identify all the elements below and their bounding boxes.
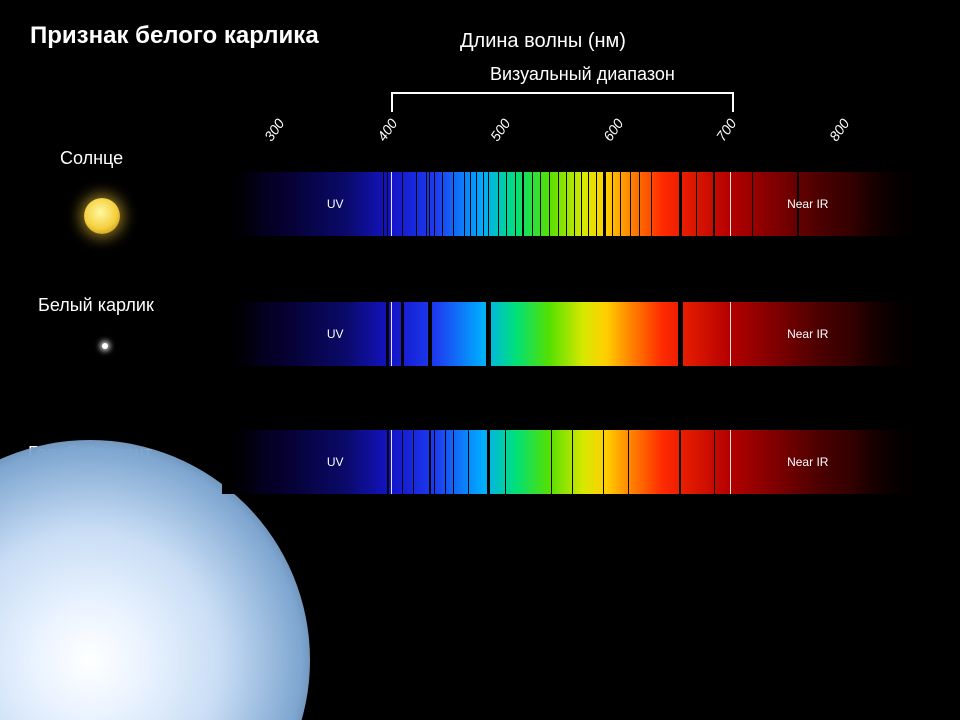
absorption-line (506, 172, 507, 236)
stage: Признак белого карлика Длина волны (нм) … (0, 0, 960, 720)
visual-range-label: Визуальный диапазон (490, 64, 675, 85)
absorption-line (429, 430, 431, 494)
tick-300: 300 (261, 116, 288, 144)
absorption-line (486, 302, 491, 366)
absorption-line (540, 172, 541, 236)
absorption-line (426, 172, 427, 236)
fade-left (222, 172, 262, 236)
absorption-line (402, 430, 403, 494)
absorption-line (574, 172, 575, 236)
absorption-line (551, 430, 552, 494)
separator-line (730, 172, 731, 236)
spectrum-sun: UV Near IR (222, 172, 922, 236)
absorption-line (483, 172, 484, 236)
spectrum-blue_giant: UV Near IR (222, 430, 922, 494)
absorption-line (505, 430, 506, 494)
near-ir-label: Near IR (787, 327, 828, 341)
absorption-line (445, 430, 446, 494)
title-main: Признак белого карлика (30, 22, 319, 50)
absorption-line (532, 172, 533, 236)
absorption-line (387, 172, 388, 236)
absorption-line (416, 172, 417, 236)
near-ir-label: Near IR (787, 455, 828, 469)
absorption-line (596, 172, 597, 236)
absorption-line (464, 172, 465, 236)
absorption-line (558, 172, 559, 236)
absorption-line (603, 430, 604, 494)
fade-left (222, 302, 262, 366)
absorption-line (628, 430, 629, 494)
sun-star (84, 198, 120, 234)
uv-label: UV (327, 197, 344, 211)
absorption-line (651, 172, 652, 236)
wavelength-title: Длина волны (нм) (460, 30, 626, 53)
absorption-line (679, 172, 682, 236)
absorption-line (752, 172, 753, 236)
fade-right (852, 430, 922, 494)
absorption-line (402, 172, 403, 236)
tick-600: 600 (600, 116, 627, 144)
tick-500: 500 (487, 116, 514, 144)
white-dwarf-star (102, 343, 108, 349)
absorption-line (620, 172, 621, 236)
tick-400: 400 (374, 116, 401, 144)
uv-label: UV (327, 327, 344, 341)
absorption-line (468, 430, 469, 494)
spectrum-white_dwarf: UV Near IR (222, 302, 922, 366)
absorption-line (588, 172, 589, 236)
separator-line (391, 302, 392, 366)
absorption-line (498, 172, 499, 236)
label-sun: Солнце (60, 148, 123, 169)
fade-left (222, 430, 262, 494)
fade-right (852, 302, 922, 366)
absorption-line (434, 430, 435, 494)
uv-label: UV (327, 455, 344, 469)
absorption-line (714, 430, 715, 494)
absorption-line (383, 172, 384, 236)
absorption-line (522, 172, 524, 236)
separator-line (391, 430, 392, 494)
absorption-line (572, 430, 573, 494)
absorption-line (581, 172, 582, 236)
label-blue-giant: Голубой гигант (28, 443, 152, 464)
absorption-line (453, 430, 454, 494)
absorption-line (470, 172, 471, 236)
absorption-line (678, 302, 683, 366)
absorption-line (476, 172, 477, 236)
absorption-line (401, 302, 405, 366)
separator-line (391, 172, 392, 236)
absorption-line (566, 172, 567, 236)
separator-line (730, 302, 731, 366)
absorption-line (434, 172, 435, 236)
absorption-line (639, 172, 640, 236)
fade-right (852, 172, 922, 236)
absorption-line (630, 172, 631, 236)
visual-range-bracket (391, 92, 734, 112)
absorption-line (488, 172, 489, 236)
label-white-dwarf: Белый карлик (38, 295, 154, 316)
absorption-line (386, 302, 389, 366)
absorption-line (429, 172, 430, 236)
separator-line (730, 430, 731, 494)
tick-700: 700 (713, 116, 740, 144)
absorption-line (487, 430, 490, 494)
absorption-line (442, 172, 443, 236)
tick-800: 800 (826, 116, 853, 144)
absorption-line (549, 172, 550, 236)
absorption-line (453, 172, 454, 236)
absorption-line (679, 430, 681, 494)
absorption-line (413, 430, 414, 494)
absorption-line (515, 172, 516, 236)
absorption-line (696, 172, 697, 236)
near-ir-label: Near IR (787, 197, 828, 211)
absorption-line (428, 302, 432, 366)
absorption-line (612, 172, 613, 236)
absorption-line (387, 430, 389, 494)
absorption-line (603, 172, 606, 236)
absorption-line (713, 172, 715, 236)
